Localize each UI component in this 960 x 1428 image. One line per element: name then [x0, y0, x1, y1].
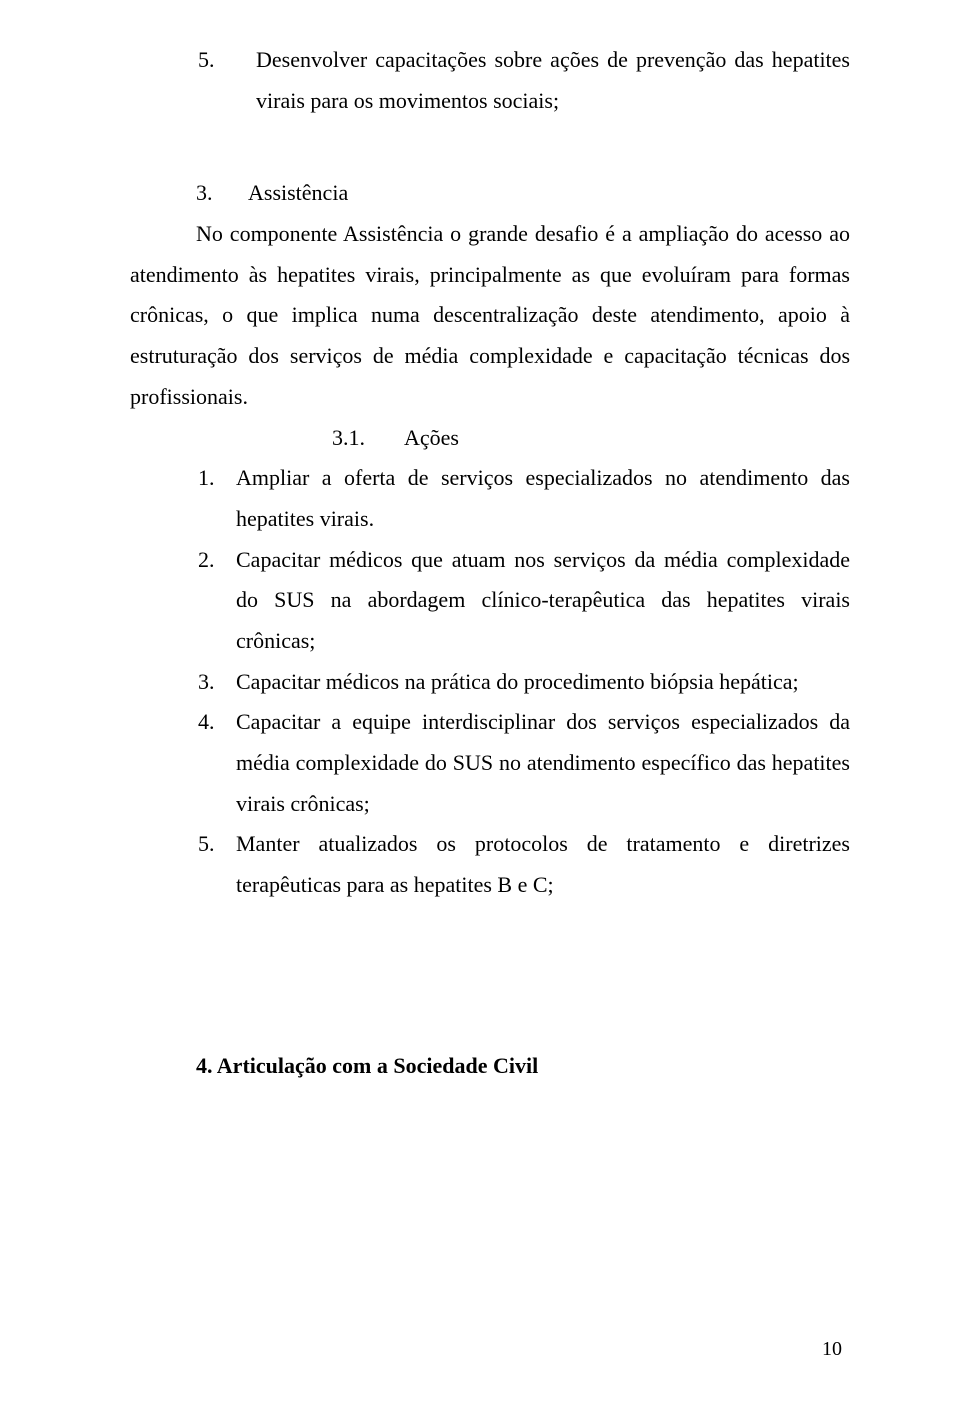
spacer: [130, 906, 850, 1046]
list-item-number: 2.: [198, 540, 236, 662]
list-item-number: 5.: [198, 40, 256, 121]
actions-label: Ações: [404, 418, 459, 459]
list-item-number: 3.: [198, 662, 236, 703]
document-page: 5. Desenvolver capacitações sobre ações …: [0, 0, 960, 1428]
spacer: [130, 121, 850, 173]
list-item-text: Capacitar a equipe interdisciplinar dos …: [236, 702, 850, 824]
list-item-number: 5.: [198, 824, 236, 905]
top-list: 5. Desenvolver capacitações sobre ações …: [130, 40, 850, 121]
list-item-number: 1.: [198, 458, 236, 539]
list-item-text: Capacitar médicos que atuam nos serviços…: [236, 540, 850, 662]
list-item-text: Desenvolver capacitações sobre ações de …: [256, 40, 850, 121]
list-item: 3. Capacitar médicos na prática do proce…: [198, 662, 850, 703]
list-item-text: Ampliar a oferta de serviços especializa…: [236, 458, 850, 539]
section-title: Assistência: [248, 173, 348, 214]
actions-heading: 3.1. Ações: [130, 418, 850, 459]
section-heading-3: 3. Assistência: [130, 173, 850, 214]
section-heading-4: 4. Articulação com a Sociedade Civil: [130, 1046, 850, 1087]
section-3-paragraph: No componente Assistência o grande desaf…: [130, 214, 850, 417]
list-item: 2. Capacitar médicos que atuam nos servi…: [198, 540, 850, 662]
list-item-number: 4.: [198, 702, 236, 824]
list-item-text: Manter atualizados os protocolos de trat…: [236, 824, 850, 905]
paragraph-text: No componente Assistência o grande desaf…: [130, 221, 850, 409]
list-item: 5. Desenvolver capacitações sobre ações …: [198, 40, 850, 121]
list-item: 5. Manter atualizados os protocolos de t…: [198, 824, 850, 905]
section-number: 3.: [196, 173, 248, 214]
page-number: 10: [822, 1331, 842, 1368]
list-item: 4. Capacitar a equipe interdisciplinar d…: [198, 702, 850, 824]
list-item: 1. Ampliar a oferta de serviços especial…: [198, 458, 850, 539]
actions-number: 3.1.: [332, 418, 404, 459]
actions-list: 1. Ampliar a oferta de serviços especial…: [130, 458, 850, 906]
list-item-text: Capacitar médicos na prática do procedim…: [236, 662, 850, 703]
